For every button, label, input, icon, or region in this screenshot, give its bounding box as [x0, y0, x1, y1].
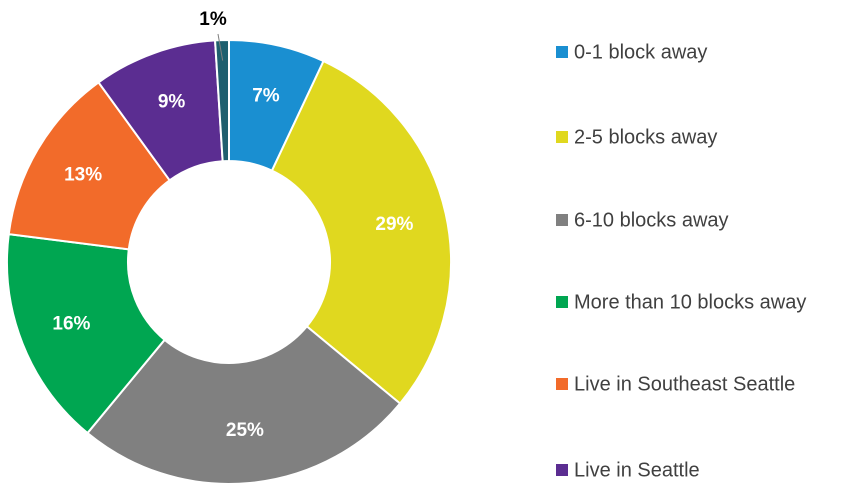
data-label: 13%	[64, 165, 102, 186]
donut-slice	[214, 38, 230, 163]
data-label: 16%	[52, 313, 90, 334]
legend-swatch	[556, 46, 568, 58]
data-label: 7%	[252, 86, 280, 107]
legend-swatch	[556, 464, 568, 476]
data-label: 25%	[226, 420, 264, 441]
donut-slice	[86, 324, 402, 485]
legend-label: More than 10 blocks away	[574, 291, 806, 313]
legend-swatch	[556, 131, 568, 143]
legend-label: 2-5 blocks away	[574, 126, 717, 148]
legend-swatch	[556, 296, 568, 308]
legend-label: Live in Southeast Seattle	[574, 373, 795, 395]
donut-slice	[6, 233, 167, 435]
legend-swatch	[556, 378, 568, 390]
donut-slice	[270, 59, 452, 405]
donut-slice	[7, 81, 172, 251]
data-label: 9%	[158, 92, 186, 113]
data-label: 29%	[375, 214, 413, 235]
leader-line	[217, 33, 224, 61]
data-label: 1%	[199, 9, 227, 30]
legend-label: Live in Seattle	[574, 459, 700, 481]
legend-label: 0-1 block away	[574, 41, 707, 63]
legend-label: 6-10 blocks away	[574, 209, 729, 231]
legend-swatch	[556, 214, 568, 226]
